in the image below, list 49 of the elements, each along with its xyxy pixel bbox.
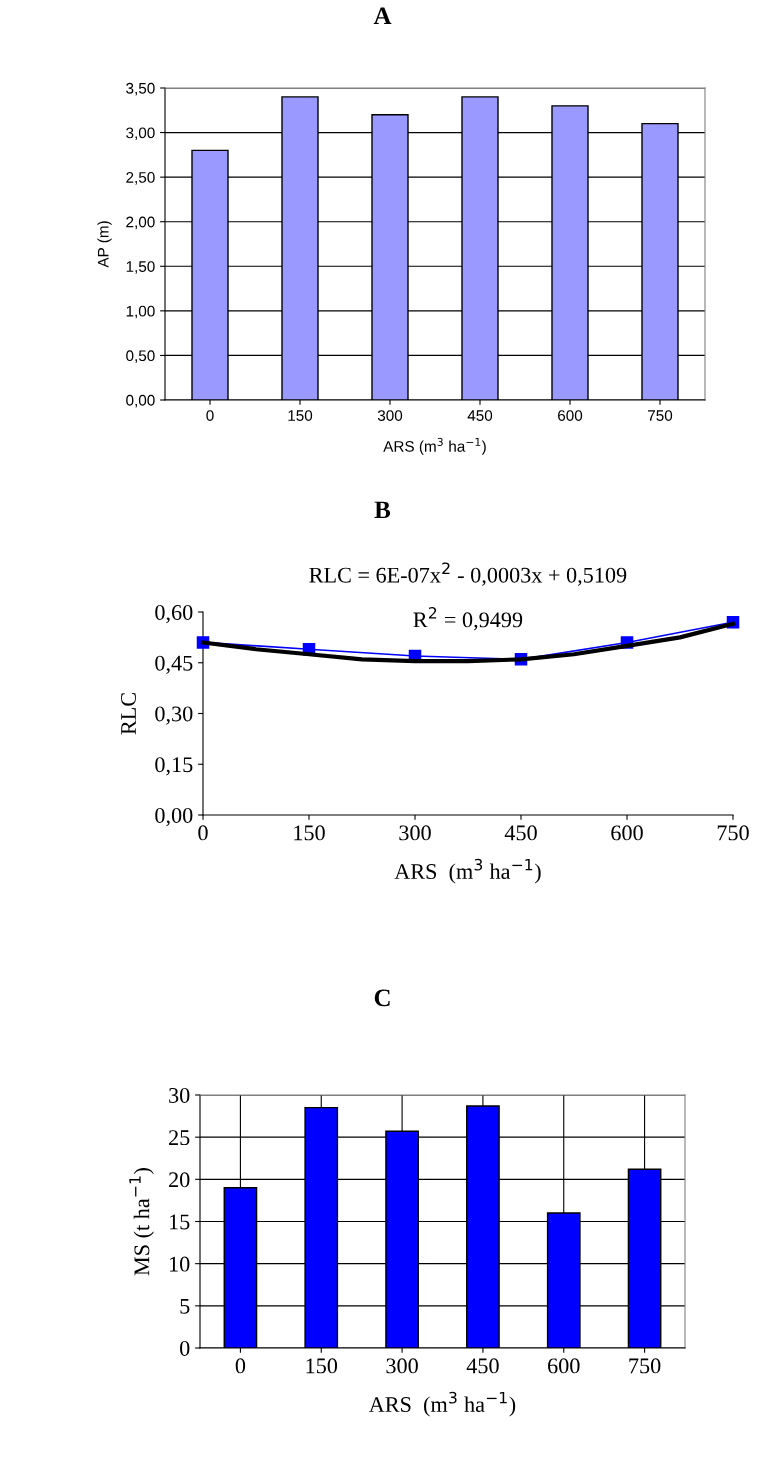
x-tick-label: 750 [648,410,673,421]
x-tick-label: 300 [377,410,403,421]
x-tick-label: 0 [198,825,208,841]
x-axis-title: ARS (m$^{3}$ ha$^{−1}$) [368,1391,516,1417]
chart-title: B [374,501,391,519]
y-tick-label: 15 [170,1214,190,1230]
x-axis-title: ARS (m$^{3}$ ha$^{−1}$) [383,437,486,455]
chart-title: C [374,989,390,1007]
x-tick-label: 450 [467,410,493,421]
y-tick-label: 5 [180,1298,190,1314]
y-tick-label: 25 [169,1130,190,1146]
y-tick-label: 3,50 [126,82,155,96]
y-axis-title: MS (t ha$^{−1}$) [129,1168,154,1276]
text: RLC = 6E-07x$^{2}$ - 0,0003x + 0,5109 [309,562,627,586]
y-axis-title: AP (m) [97,221,112,268]
x-tick-label: 600 [558,410,583,421]
y-axis-title: RLC [121,693,136,735]
x-tick-label: 0 [235,1358,246,1374]
y-tick-label: 0,60 [155,604,193,624]
y-tick-label: 0,15 [155,757,193,776]
x-tick-label: 150 [294,825,325,841]
y-tick-label: 0,30 [155,706,193,725]
x-tick-label: 450 [504,825,537,841]
y-tick-label: 10 [170,1256,190,1272]
y-tick-label: 30 [169,1087,190,1103]
x-axis-title: ARS (m$^{3}$ ha$^{−1}$) [394,858,541,884]
chart-title: A [373,7,392,25]
x-tick-label: 150 [288,410,313,421]
y-tick-label: 0 [180,1340,190,1356]
annotation: R$^{2}$ = 0,9499 [413,607,523,631]
y-tick-label: 1,50 [126,261,155,274]
y-tick-label: 0,00 [126,394,155,408]
x-tick-label: 150 [306,1358,338,1374]
y-tick-label: 0,50 [126,350,155,363]
x-tick-label: 450 [466,1358,499,1374]
x-tick-label: 600 [611,825,643,841]
y-tick-label: 0,00 [155,807,193,827]
y-tick-label: 2,00 [126,216,155,230]
x-tick-label: 0 [206,410,214,421]
x-tick-label: 750 [717,825,749,841]
x-tick-label: 600 [548,1358,580,1374]
y-tick-label: 3,00 [126,127,155,141]
y-tick-label: 0,45 [155,655,193,674]
x-tick-label: 750 [629,1358,661,1374]
y-tick-label: 2,50 [126,172,155,185]
y-tick-label: 20 [169,1172,190,1188]
x-tick-label: 300 [386,1358,418,1374]
y-tick-label: 1,00 [126,305,155,319]
x-tick-label: 300 [399,825,431,841]
